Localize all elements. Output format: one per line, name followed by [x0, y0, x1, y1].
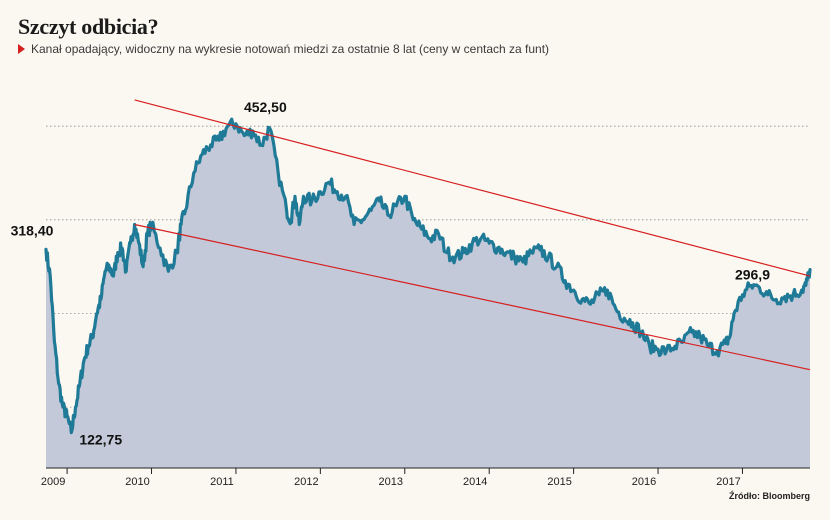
x-tick-label-2016: 2016 [632, 476, 656, 488]
x-tick-label-2011: 2011 [210, 476, 234, 488]
annotation-3: 296,9 [735, 267, 770, 283]
x-tick-label-2010: 2010 [125, 476, 149, 488]
series-area [46, 119, 810, 468]
annotation-2: 452,50 [244, 99, 287, 115]
x-tick-label-2014: 2014 [463, 476, 487, 488]
x-tick-label-2009: 2009 [41, 476, 65, 488]
x-tick-label-2017: 2017 [716, 476, 740, 488]
annotation-0: 318,40 [11, 222, 54, 238]
annotation-1: 122,75 [79, 432, 122, 448]
x-tick-label-2013: 2013 [379, 476, 403, 488]
channel-line-upper [134, 99, 811, 277]
channel-line-lower [134, 223, 811, 371]
x-tick-label-2012: 2012 [294, 476, 318, 488]
subtitle-text: Kanał opadający, widoczny na wykresie no… [31, 42, 550, 56]
x-tick-label-2015: 2015 [547, 476, 571, 488]
chart-subtitle: Kanał opadający, widoczny na wykresie no… [18, 42, 549, 56]
chart-title: Szczyt odbicia? [18, 14, 159, 39]
source-note: Źródło: Bloomberg [729, 491, 810, 501]
series-line [44, 117, 812, 435]
subtitle-marker-icon [18, 44, 25, 54]
